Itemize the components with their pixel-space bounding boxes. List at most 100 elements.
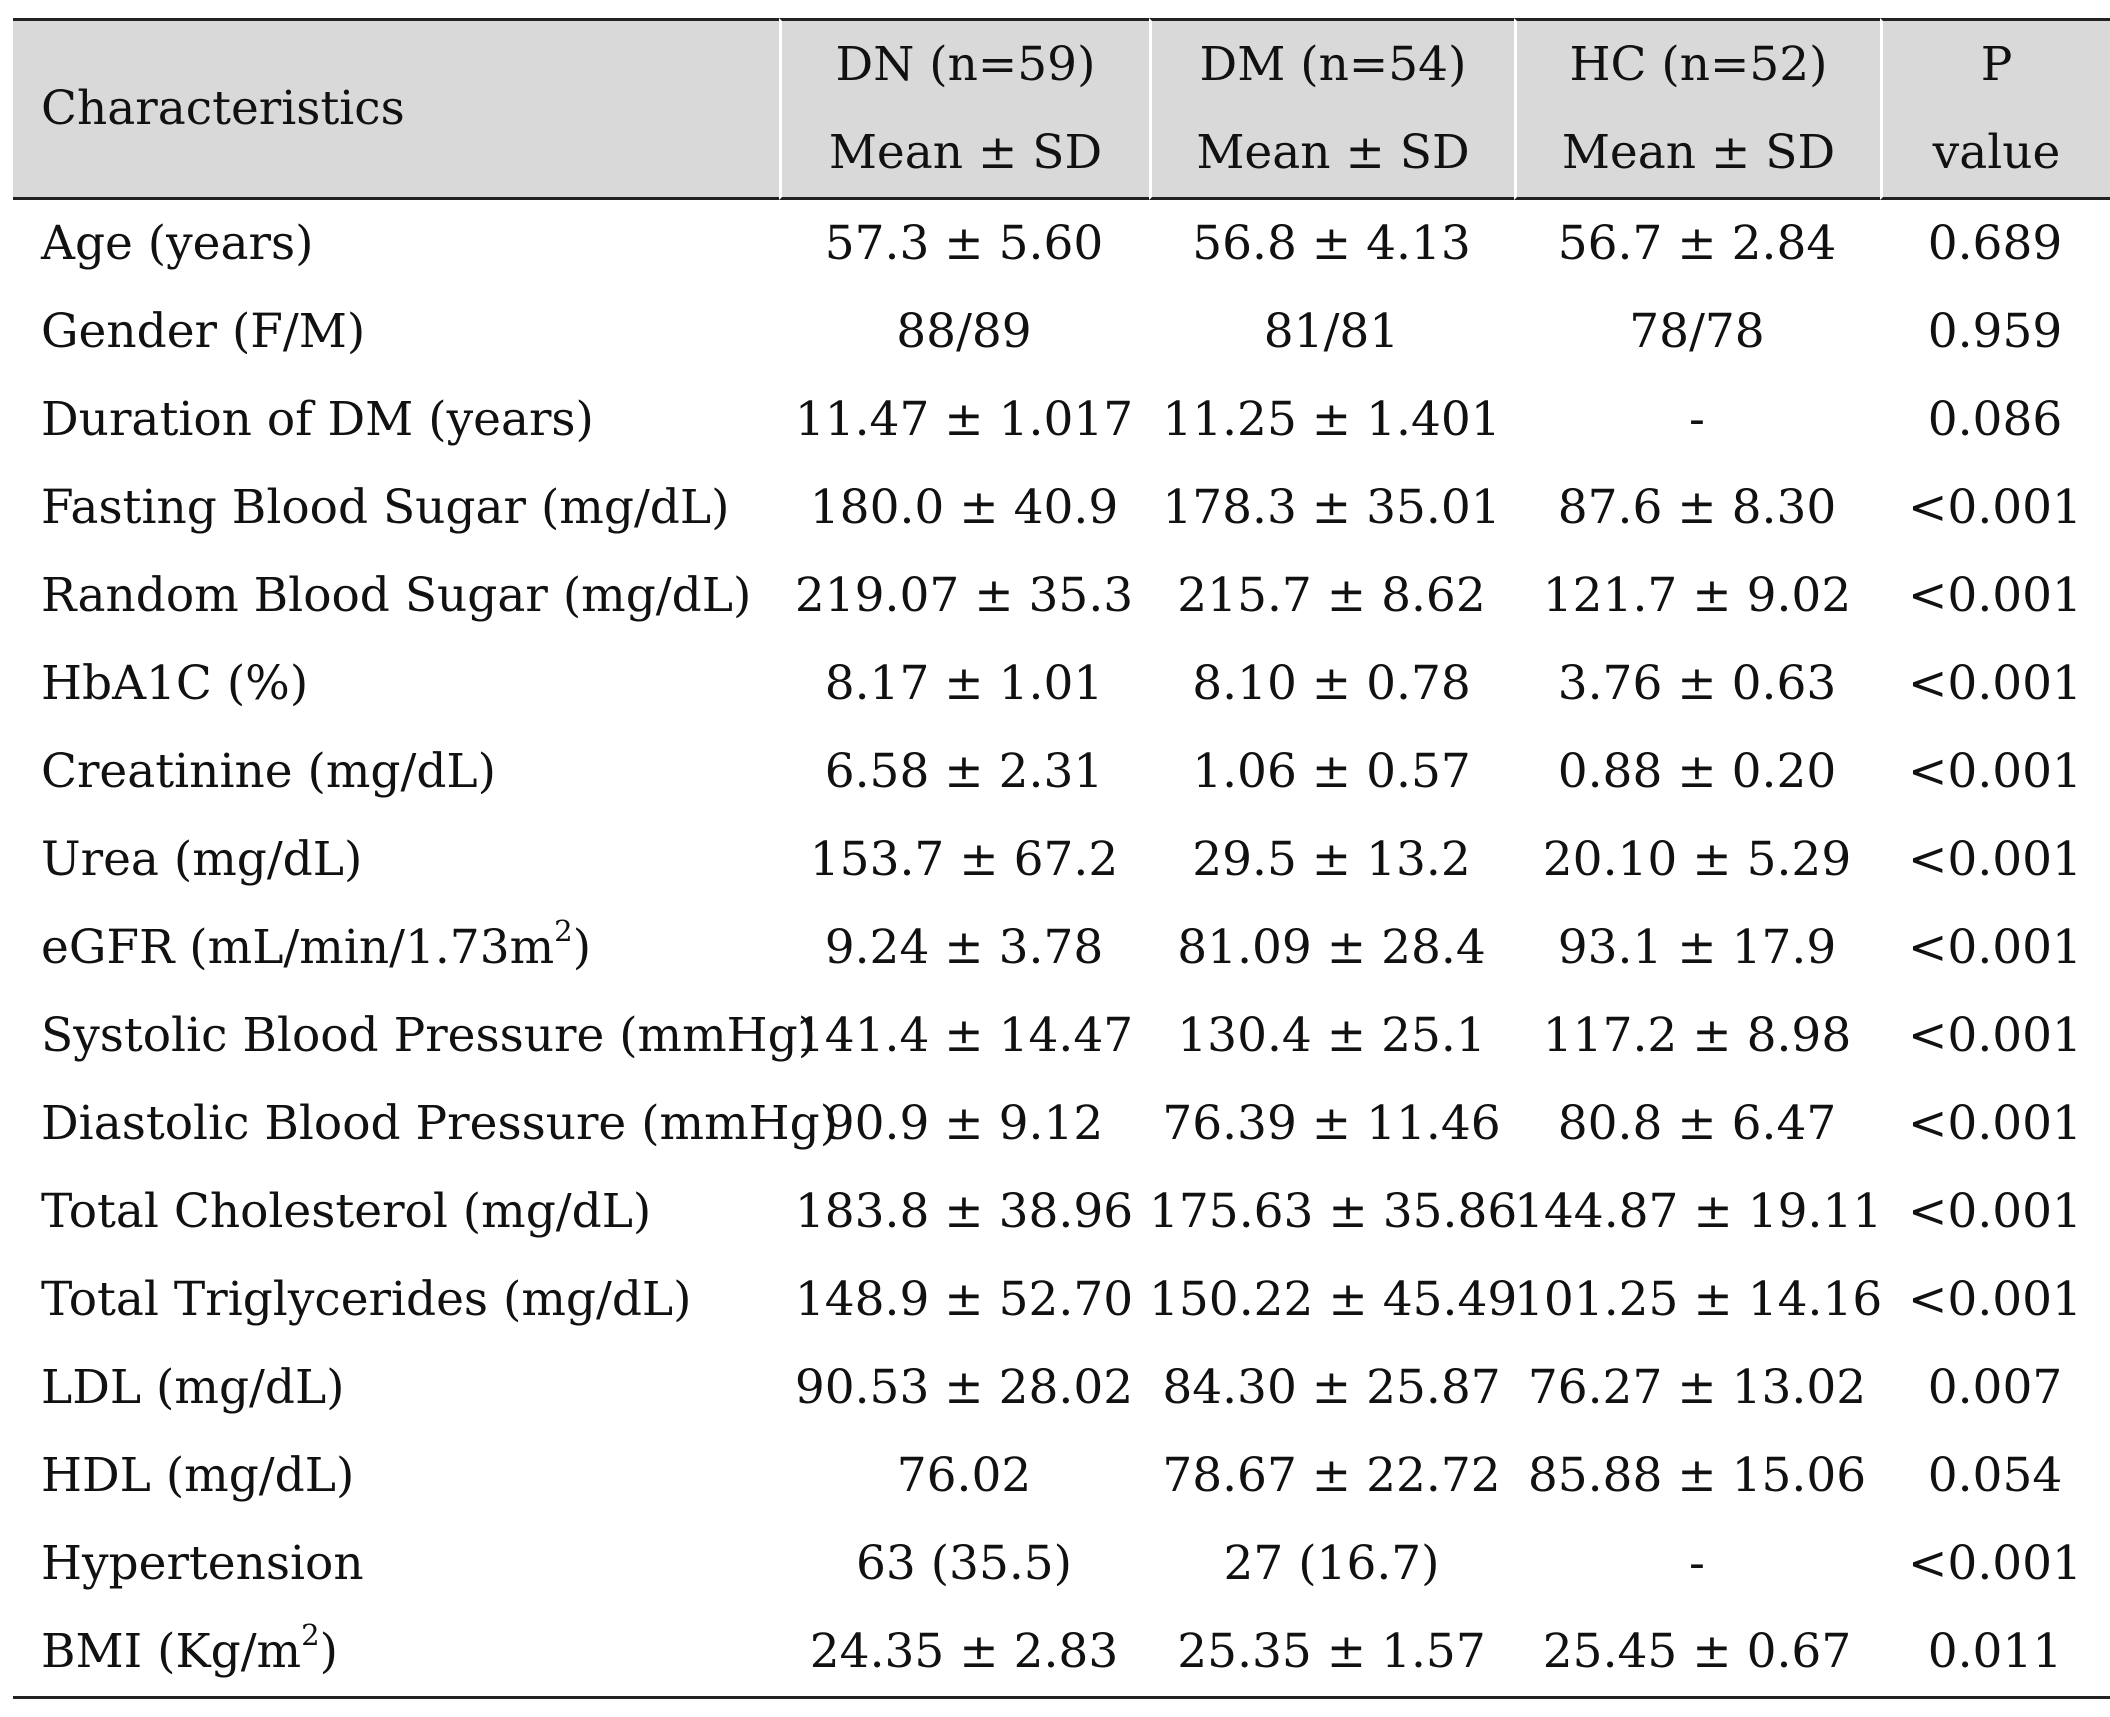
cell-hc: 3.76 ± 0.63 — [1557, 656, 1837, 711]
cell-dn: 153.7 ± 67.2 — [809, 832, 1119, 887]
header-hc-line1: HC (n=52) — [1569, 37, 1828, 92]
header-row: Characteristics DN (n=59) Mean ± SD DM (… — [13, 18, 2110, 200]
table-row: HbA1C (%) 8.17 ± 1.01 8.10 ± 0.78 3.76 ±… — [13, 640, 2110, 728]
cell-hc: - — [1689, 392, 1705, 447]
cell-dm: 81/81 — [1263, 304, 1400, 359]
row-label: Urea (mg/dL) — [41, 832, 363, 887]
cell-dn: 8.17 ± 1.01 — [824, 656, 1104, 711]
cell-dm: 29.5 ± 13.2 — [1192, 832, 1471, 887]
row-label: Total Cholesterol (mg/dL) — [41, 1184, 652, 1239]
cell-p: <0.001 — [1908, 1536, 2082, 1591]
cell-hc: 25.45 ± 0.67 — [1514, 1608, 1880, 1699]
header-hc-line2: Mean ± SD — [1561, 125, 1836, 180]
header-dn-line1: DN (n=59) — [835, 37, 1096, 92]
row-label: Random Blood Sugar (mg/dL) — [41, 568, 752, 623]
table-body: Age (years) 57.3 ± 5.60 56.8 ± 4.13 56.7… — [13, 200, 2110, 1699]
table-row: HDL (mg/dL) 76.02 78.67 ± 22.72 85.88 ± … — [13, 1432, 2110, 1520]
cell-dn: 9.24 ± 3.78 — [824, 920, 1104, 975]
row-label: LDL (mg/dL) — [41, 1360, 345, 1415]
cell-dm: 130.4 ± 25.1 — [1177, 1008, 1486, 1063]
cell-dn: 219.07 ± 35.3 — [794, 568, 1134, 623]
table-row: Hypertension 63 (35.5) 27 (16.7) - <0.00… — [13, 1520, 2110, 1608]
cell-hc: 78/78 — [1629, 304, 1765, 359]
cell-hc: 85.88 ± 15.06 — [1527, 1448, 1867, 1503]
header-dm-line2: Mean ± SD — [1196, 125, 1470, 180]
row-label-tail: ) — [572, 920, 592, 975]
table-row: Diastolic Blood Pressure (mmHg) 90.9 ± 9… — [13, 1080, 2110, 1168]
cell-hc: 20.10 ± 5.29 — [1542, 832, 1852, 887]
cell-p: <0.001 — [1908, 744, 2082, 799]
row-label-tail: ) — [319, 1624, 338, 1679]
cell-hc: - — [1689, 1536, 1705, 1591]
header-dm-line1: DM (n=54) — [1199, 37, 1467, 92]
cell-p: 0.054 — [1927, 1448, 2063, 1503]
row-label: Gender (F/M) — [41, 304, 366, 359]
header-p-line1: P — [1980, 37, 2013, 92]
row-label: Systolic Blood Pressure (mmHg) — [41, 1008, 817, 1063]
header-hc: HC (n=52) Mean ± SD — [1514, 18, 1880, 200]
cell-hc: 0.88 ± 0.20 — [1557, 744, 1837, 799]
cell-p: <0.001 — [1908, 1096, 2082, 1151]
table-row: LDL (mg/dL) 90.53 ± 28.02 84.30 ± 25.87 … — [13, 1344, 2110, 1432]
cell-p: <0.001 — [1908, 1008, 2082, 1063]
cell-p: <0.001 — [1908, 568, 2082, 623]
cell-dn: 90.9 ± 9.12 — [824, 1096, 1104, 1151]
row-label-superscript: 2 — [301, 1618, 320, 1653]
cell-dn: 148.9 ± 52.70 — [794, 1272, 1134, 1327]
table-row: Random Blood Sugar (mg/dL) 219.07 ± 35.3… — [13, 552, 2110, 640]
row-label-base: eGFR (mL/min/1.73m — [41, 920, 555, 975]
cell-p: 0.959 — [1927, 304, 2063, 359]
cell-dn: 76.02 — [896, 1448, 1032, 1503]
table-row: Age (years) 57.3 ± 5.60 56.8 ± 4.13 56.7… — [13, 200, 2110, 288]
table-header: Characteristics DN (n=59) Mean ± SD DM (… — [13, 18, 2110, 200]
header-characteristics: Characteristics — [13, 18, 779, 200]
table-row: Fasting Blood Sugar (mg/dL) 180.0 ± 40.9… — [13, 464, 2110, 552]
table-row: Gender (F/M) 88/89 81/81 78/78 0.959 — [13, 288, 2110, 376]
cell-p: <0.001 — [1908, 920, 2082, 975]
header-dn: DN (n=59) Mean ± SD — [779, 18, 1149, 200]
cell-dm: 1.06 ± 0.57 — [1192, 744, 1471, 799]
header-dn-line2: Mean ± SD — [828, 125, 1103, 180]
cell-dn: 24.35 ± 2.83 — [779, 1608, 1149, 1699]
cell-dm: 178.3 ± 35.01 — [1162, 480, 1501, 535]
row-label-base: BMI (Kg/m — [41, 1624, 302, 1679]
cell-dm: 56.8 ± 4.13 — [1192, 216, 1471, 271]
cell-dn: 11.47 ± 1.017 — [794, 392, 1134, 447]
cell-hc: 121.7 ± 9.02 — [1542, 568, 1852, 623]
table-row: Urea (mg/dL) 153.7 ± 67.2 29.5 ± 13.2 20… — [13, 816, 2110, 904]
row-label: eGFR (mL/min/1.73m2) — [13, 904, 779, 992]
row-label: Duration of DM (years) — [41, 392, 594, 447]
table-row: Total Triglycerides (mg/dL) 148.9 ± 52.7… — [13, 1256, 2110, 1344]
cell-dm: 150.22 ± 45.49 — [1149, 1272, 1518, 1327]
characteristics-table: Characteristics DN (n=59) Mean ± SD DM (… — [13, 18, 2110, 1699]
cell-dn: 141.4 ± 14.47 — [794, 1008, 1134, 1063]
cell-dn: 57.3 ± 5.60 — [824, 216, 1104, 271]
row-label: BMI (Kg/m2) — [13, 1608, 779, 1699]
cell-hc: 93.1 ± 17.9 — [1557, 920, 1837, 975]
cell-p: <0.001 — [1908, 1184, 2082, 1239]
row-label: Hypertension — [41, 1536, 364, 1591]
row-label-superscript: 2 — [554, 914, 573, 949]
cell-hc: 80.8 ± 6.47 — [1557, 1096, 1837, 1151]
cell-dm: 25.35 ± 1.57 — [1149, 1608, 1514, 1699]
cell-dn: 88/89 — [896, 304, 1032, 359]
cell-p: 0.689 — [1927, 216, 2063, 271]
cell-dn: 63 (35.5) — [855, 1536, 1073, 1591]
cell-p: <0.001 — [1908, 832, 2082, 887]
row-label: Diastolic Blood Pressure (mmHg) — [41, 1096, 839, 1151]
cell-p: <0.001 — [1908, 656, 2082, 711]
cell-dm: 81.09 ± 28.4 — [1177, 920, 1486, 975]
header-p-line2: value — [1932, 125, 2061, 180]
cell-dm: 76.39 ± 11.46 — [1162, 1096, 1501, 1151]
cell-p: 0.011 — [1880, 1608, 2110, 1699]
row-label: HDL (mg/dL) — [41, 1448, 355, 1503]
cell-hc: 117.2 ± 8.98 — [1542, 1008, 1852, 1063]
table-row: Creatinine (mg/dL) 6.58 ± 2.31 1.06 ± 0.… — [13, 728, 2110, 816]
row-label: Age (years) — [41, 216, 314, 271]
cell-hc: 76.27 ± 13.02 — [1527, 1360, 1867, 1415]
cell-hc: 101.25 ± 14.16 — [1514, 1272, 1883, 1327]
cell-hc: 144.87 ± 19.11 — [1514, 1184, 1883, 1239]
cell-hc: 87.6 ± 8.30 — [1557, 480, 1837, 535]
cell-p: <0.001 — [1908, 480, 2082, 535]
cell-dn: 180.0 ± 40.9 — [809, 480, 1119, 535]
